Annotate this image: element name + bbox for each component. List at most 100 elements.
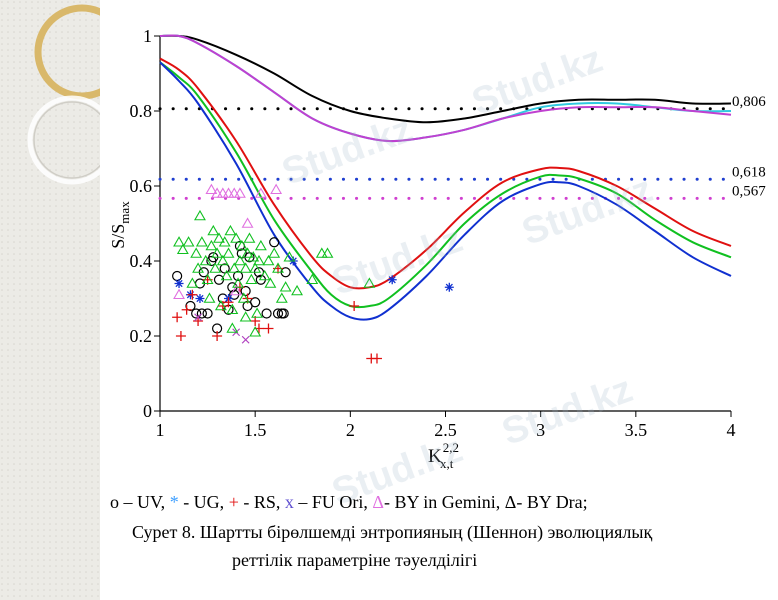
point-by-dra bbox=[258, 269, 271, 281]
reference-line-label: 0,806 bbox=[732, 94, 766, 110]
point-ug bbox=[444, 282, 454, 292]
point-by-dra bbox=[224, 224, 237, 236]
point-uv bbox=[240, 285, 251, 297]
legend-rs-symbol: + bbox=[228, 492, 239, 512]
point-by-dra bbox=[363, 277, 376, 288]
x-tick-label: 1 bbox=[156, 420, 165, 440]
series-line-upper-black bbox=[159, 34, 732, 124]
point-by-dra bbox=[232, 277, 244, 288]
point-by-dra bbox=[233, 254, 246, 266]
legend: o – UV, * - UG, + - RS, x – FU Ori, Δ- B… bbox=[110, 492, 588, 513]
point-by-dra bbox=[213, 232, 225, 243]
point-by-dra bbox=[272, 262, 284, 273]
y-tick-label: 0.8 bbox=[130, 101, 153, 121]
point-uv bbox=[272, 308, 284, 319]
legend-dra: Δ- BY Dra; bbox=[504, 492, 588, 512]
point-by-dra bbox=[315, 247, 328, 258]
point-by-dra bbox=[216, 254, 229, 266]
point-by-dra bbox=[235, 239, 248, 251]
svg-text:S/Smax: S/Smax bbox=[108, 201, 132, 249]
point-by-in-gemini bbox=[228, 187, 241, 198]
y-tick-label: 0 bbox=[143, 401, 152, 421]
point-by-dra bbox=[249, 262, 262, 273]
legend-gem-symbol: Δ bbox=[372, 492, 384, 512]
point-by-in-gemini bbox=[230, 284, 243, 296]
legend-rs: - RS, bbox=[238, 492, 285, 512]
point-by-dra bbox=[182, 236, 195, 247]
point-by-dra bbox=[321, 247, 334, 258]
point-by-dra bbox=[245, 273, 258, 285]
reference-lines: 0,806 0,618 0,567 bbox=[158, 94, 766, 200]
point-uv bbox=[278, 308, 289, 319]
point-by-in-gemini bbox=[173, 288, 185, 300]
point-by-in-gemini bbox=[241, 217, 254, 228]
series-line-blue bbox=[159, 61, 732, 321]
point-uv bbox=[269, 237, 280, 248]
legend-fu: – FU Ori, bbox=[293, 492, 373, 512]
point-by-dra bbox=[279, 281, 292, 292]
x-tick-label: 3 bbox=[536, 420, 545, 440]
point-by-dra bbox=[214, 299, 227, 311]
point-rs bbox=[349, 301, 360, 311]
point-uv bbox=[219, 263, 230, 274]
point-by-dra bbox=[211, 247, 224, 258]
point-rs bbox=[172, 312, 183, 323]
point-by-in-gemini bbox=[222, 187, 235, 198]
point-rs bbox=[371, 353, 382, 364]
point-fu-ori bbox=[194, 313, 202, 322]
point-uv bbox=[232, 270, 244, 282]
x-tick-label: 4 bbox=[727, 420, 736, 440]
point-by-dra bbox=[243, 232, 256, 243]
series-line-green bbox=[159, 61, 732, 309]
point-rs bbox=[263, 323, 274, 334]
entropy-chart: 0 0.2 0.4 0.6 0.8 1 1 1.5 2 2.5 3 3.5 4 S/Smax K2,2 x… bbox=[108, 26, 766, 471]
series-line-upper-cyan bbox=[159, 34, 732, 143]
point-fu-ori bbox=[241, 335, 250, 344]
x-axis-label: K2,2 x,t bbox=[428, 440, 459, 471]
point-rs bbox=[212, 331, 223, 341]
point-by-dra bbox=[251, 307, 264, 318]
point-by-dra bbox=[264, 277, 277, 288]
point-uv bbox=[172, 270, 183, 282]
point-by-dra bbox=[201, 273, 214, 285]
point-by-dra bbox=[262, 254, 275, 266]
point-by-dra bbox=[209, 262, 222, 273]
point-by-dra bbox=[203, 292, 216, 303]
y-tick-label: 0.2 bbox=[130, 326, 153, 346]
point-by-dra bbox=[222, 247, 235, 258]
point-by-dra bbox=[275, 292, 288, 303]
legend-gem: - BY in Gemini, bbox=[383, 492, 505, 512]
point-by-dra bbox=[230, 232, 243, 243]
point-by-dra bbox=[176, 243, 189, 255]
figure-caption-line2: реттілік параметріне тәуелділігі bbox=[232, 550, 478, 570]
point-by-dra bbox=[199, 254, 212, 266]
reference-line-label: 0,567 bbox=[732, 183, 766, 199]
point-by-in-gemini bbox=[270, 183, 283, 195]
point-by-dra bbox=[218, 236, 231, 247]
point-by-dra bbox=[237, 292, 250, 303]
axes: 0 0.2 0.4 0.6 0.8 1 1 1.5 2 2.5 3 3.5 4 bbox=[130, 26, 736, 440]
point-by-dra bbox=[205, 239, 218, 251]
legend-fu-symbol: x bbox=[284, 492, 294, 512]
observed-points bbox=[172, 183, 454, 364]
point-by-dra bbox=[192, 262, 205, 273]
point-by-dra bbox=[291, 284, 303, 296]
x-tick-label: 2.5 bbox=[434, 420, 457, 440]
point-by-dra bbox=[239, 262, 252, 273]
point-by-dra bbox=[228, 262, 241, 273]
legend-ug: - UG, bbox=[178, 492, 229, 512]
point-uv bbox=[202, 308, 213, 319]
point-by-in-gemini bbox=[233, 187, 246, 198]
point-by-dra bbox=[220, 269, 233, 281]
gold-ring-decoration bbox=[34, 4, 100, 100]
point-by-in-gemini bbox=[216, 187, 229, 198]
point-ug bbox=[174, 279, 184, 288]
x-tick-label: 2 bbox=[346, 420, 355, 440]
point-by-dra bbox=[254, 239, 267, 251]
point-by-dra bbox=[194, 209, 206, 221]
point-rs bbox=[181, 304, 192, 315]
y-axis-label: S/Smax bbox=[108, 201, 132, 249]
point-uv bbox=[250, 297, 261, 308]
point-ug bbox=[387, 275, 397, 285]
point-by-dra bbox=[190, 247, 203, 258]
